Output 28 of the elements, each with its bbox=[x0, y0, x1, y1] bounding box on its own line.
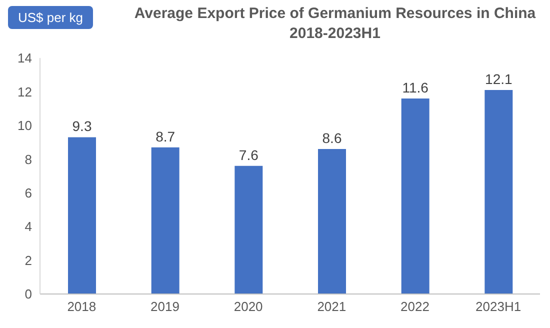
bar bbox=[484, 90, 513, 294]
y-tick-label: 6 bbox=[24, 185, 32, 200]
data-label: 12.1 bbox=[485, 71, 513, 88]
x-tick-label: 2023H1 bbox=[476, 299, 522, 314]
y-tick-label: 4 bbox=[24, 219, 32, 234]
x-tick-label: 2020 bbox=[234, 299, 263, 314]
y-axis-title: US$ per kg bbox=[8, 6, 94, 29]
x-tick-label: 2021 bbox=[317, 299, 346, 314]
bar bbox=[68, 137, 96, 294]
y-tick-label: 2 bbox=[24, 252, 32, 268]
y-tick-label: 8 bbox=[24, 152, 32, 167]
bar bbox=[234, 166, 263, 294]
data-label: 7.6 bbox=[238, 146, 259, 163]
y-tick-label: 12 bbox=[18, 84, 32, 100]
x-tick-label: 2022 bbox=[400, 299, 430, 314]
data-label: 11.6 bbox=[402, 79, 429, 96]
data-label: 8.7 bbox=[156, 128, 176, 144]
bar bbox=[318, 149, 346, 294]
x-tick-label: 2018 bbox=[67, 299, 96, 314]
data-label: 8.6 bbox=[322, 130, 342, 146]
y-tick-label: 14 bbox=[18, 50, 32, 66]
data-label: 9.3 bbox=[72, 118, 92, 134]
chart-title: Average Export Price of Germanium Resources in China 2018-2023H1 bbox=[133, 4, 537, 44]
x-tick-label: 2019 bbox=[150, 299, 180, 314]
y-tick-label: 10 bbox=[18, 118, 32, 134]
bar bbox=[151, 147, 180, 294]
y-tick-label: 0 bbox=[24, 286, 32, 302]
bar bbox=[401, 98, 430, 294]
